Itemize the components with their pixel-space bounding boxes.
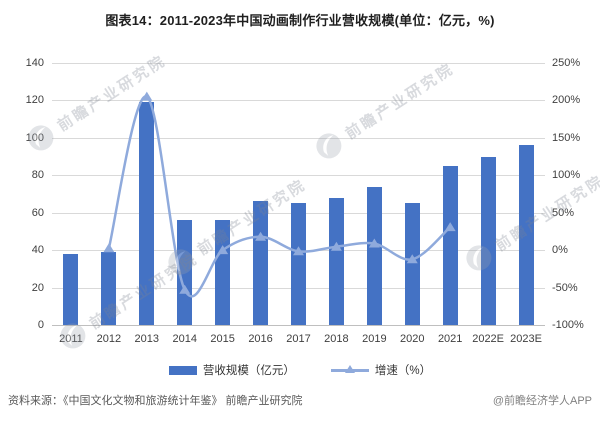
y-axis-tick-right: 250% — [552, 57, 581, 69]
x-axis-label: 2017 — [286, 333, 311, 345]
legend-item-revenue: 营收规模（亿元） — [168, 362, 295, 378]
x-axis-label: 2012 — [96, 333, 122, 345]
legend-item-growth: 增速（%） — [330, 362, 432, 378]
gridline — [52, 100, 545, 102]
bar-2012 — [101, 252, 117, 325]
bar-2016 — [253, 201, 269, 325]
legend: 营收规模（亿元） 增速（%） — [0, 361, 600, 379]
gridline — [52, 63, 545, 64]
bar-2013 — [139, 102, 155, 325]
y-axis-tick-left: 140 — [25, 57, 44, 69]
chart-title: 图表14：2011-2023年中国动画制作行业营收规模(单位：亿元，%) — [105, 13, 495, 28]
gridline — [52, 175, 545, 177]
y-axis-tick-right: 150% — [552, 131, 581, 144]
y-axis-tick-right: 0% — [552, 244, 568, 257]
y-axis-tick-right: 50% — [552, 206, 575, 219]
bar-2014 — [177, 220, 193, 325]
y-axis-tick-right: 200% — [552, 94, 581, 107]
line-series-swatch — [330, 364, 369, 376]
bar-2019 — [366, 186, 382, 325]
legend-label-growth: 增速（%） — [374, 365, 432, 377]
x-axis-label: 2022E — [472, 333, 505, 345]
y-axis-tick-left: 60 — [31, 206, 44, 219]
x-axis-label: 2020 — [400, 333, 425, 345]
x-axis-label: 2015 — [210, 333, 235, 345]
legend-label-revenue: 营收规模（亿元） — [202, 365, 295, 377]
bar-2021 — [442, 165, 458, 325]
x-axis-label: 2019 — [362, 333, 387, 345]
bar-series-swatch — [168, 365, 197, 375]
bar-2015 — [215, 220, 231, 325]
x-axis-label: 2018 — [324, 333, 349, 345]
gridline — [52, 137, 545, 139]
bar-2022E — [480, 156, 496, 325]
bar-2023E — [518, 145, 534, 325]
y-axis-tick-left: 40 — [31, 244, 44, 257]
x-axis-label: 2021 — [437, 333, 463, 345]
bar-2018 — [328, 197, 344, 325]
y-axis-tick-left: 120 — [25, 94, 44, 107]
line-marker — [141, 91, 153, 101]
y-axis-tick-left: 80 — [31, 169, 44, 182]
x-axis-label: 2014 — [172, 333, 197, 345]
growth-line — [107, 95, 452, 298]
credit-text: @前瞻经济学人APP — [492, 395, 592, 407]
y-axis-tick-left: 100 — [25, 131, 44, 144]
bar-2020 — [404, 203, 420, 325]
x-axis-label: 2023E — [510, 333, 542, 345]
x-axis-label: 2013 — [134, 333, 160, 345]
source-text: 资料来源：《中国文化文物和旅游统计年鉴》 前瞻产业研究院 — [8, 395, 303, 407]
gridline — [52, 325, 545, 326]
bar-2017 — [291, 203, 306, 325]
y-axis-tick-right: 100% — [552, 169, 581, 182]
y-axis-tick-left: 20 — [31, 281, 44, 294]
bar-2011 — [63, 253, 79, 325]
y-axis-tick-right: -50% — [552, 281, 578, 294]
footer: 资料来源：《中国文化文物和旅游统计年鉴》 前瞻产业研究院 @前瞻经济学人APP — [0, 392, 600, 408]
y-axis-tick-left: 0 — [37, 319, 44, 331]
y-axis-tick-right: -100% — [552, 319, 584, 331]
x-axis-label: 2011 — [59, 333, 83, 345]
triangle-marker-icon — [344, 365, 355, 373]
x-axis-label: 2016 — [248, 333, 273, 345]
